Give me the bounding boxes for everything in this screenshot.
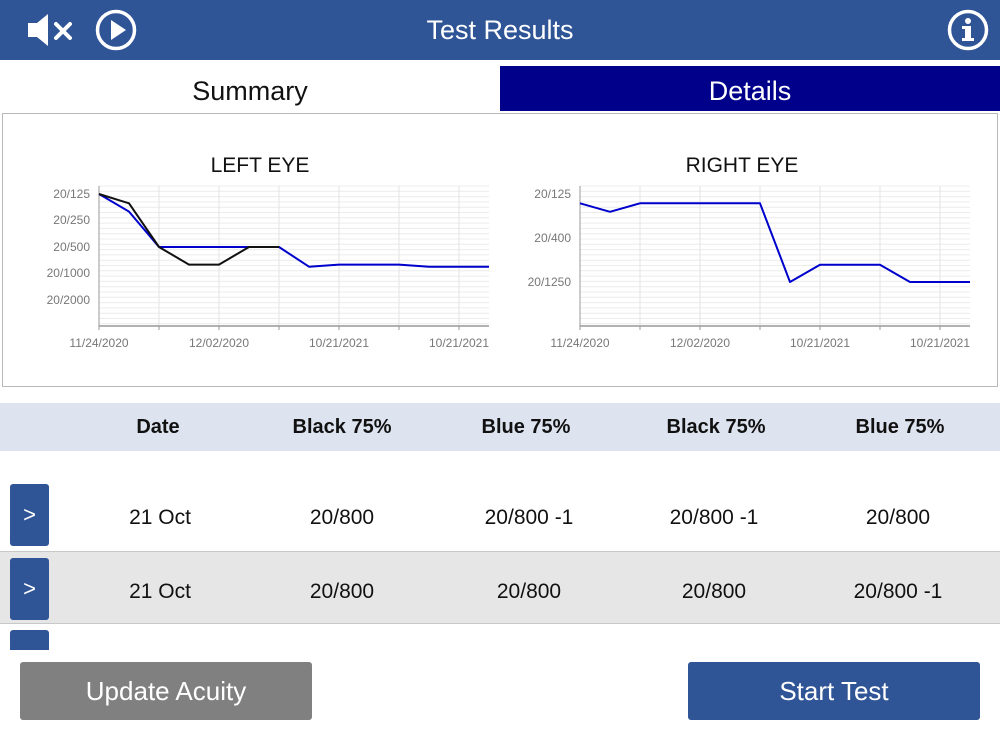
cell-black-75-right: 20/800 xyxy=(681,580,747,603)
cell-blue-75-left: 20/800 xyxy=(496,580,562,603)
column-header-black-75-right: Black 75% xyxy=(666,416,766,438)
cell-blue-75-right: 20/800 -1 xyxy=(853,580,943,603)
column-header-blue-75-right: Blue 75% xyxy=(855,416,945,438)
cell-blue-75-right: 20/800 xyxy=(865,506,931,529)
title-bar: Test Results xyxy=(0,0,1000,60)
speaker-muted-icon[interactable] xyxy=(24,8,72,52)
tab-summary[interactable]: Summary xyxy=(0,66,500,111)
right-eye-chart-title: RIGHT EYE xyxy=(686,154,799,177)
info-icon[interactable] xyxy=(946,8,990,52)
left-eye-chart: 20/125 20/250 20/500 20/1000 20/2000 11/24/20… xyxy=(47,185,489,350)
tab-bar: Summary Details xyxy=(0,66,1000,111)
charts-panel: LEFT EYE 20/125 20/250 20/500 20/1000 20/200… xyxy=(2,113,998,387)
table-row: > 21 Oct 20/800 20/800 20/800 20/800 -1 xyxy=(0,551,1000,624)
x-tick-label: 10/21/2021 xyxy=(429,336,489,350)
row-expand-button[interactable]: > xyxy=(10,558,49,620)
cell-black-75-right: 20/800 -1 xyxy=(669,506,759,529)
x-tick-label: 12/02/2020 xyxy=(670,336,730,350)
x-tick-label: 10/21/2021 xyxy=(309,336,369,350)
y-tick-label: 20/125 xyxy=(534,187,571,201)
series-line-2 xyxy=(98,193,279,266)
x-tick-label: 12/02/2020 xyxy=(189,336,249,350)
series-line-1 xyxy=(579,202,970,283)
y-tick-label: 20/2000 xyxy=(47,293,91,307)
x-tick-label: 10/21/2021 xyxy=(910,336,970,350)
column-header-blue-75-left: Blue 75% xyxy=(481,416,571,438)
y-tick-label: 20/1000 xyxy=(47,266,91,280)
results-table-header: Date Black 75% Blue 75% Black 75% Blue 7… xyxy=(0,403,1000,451)
x-tick-label: 11/24/2020 xyxy=(69,336,128,350)
cell-black-75-left: 20/800 xyxy=(309,506,375,529)
cell-date: 21 Oct xyxy=(129,580,191,603)
y-tick-label: 20/250 xyxy=(53,213,90,227)
column-header-date: Date xyxy=(136,416,180,438)
series-line-1 xyxy=(98,193,489,268)
y-tick-label: 20/400 xyxy=(534,231,571,245)
column-header-black-75-left: Black 75% xyxy=(292,416,392,438)
page-title: Test Results xyxy=(426,15,574,45)
y-tick-label: 20/125 xyxy=(53,187,90,201)
x-tick-label: 10/21/2021 xyxy=(790,336,850,350)
tab-details[interactable]: Details xyxy=(500,66,1000,111)
row-expand-button[interactable]: > xyxy=(10,484,49,546)
table-row: > 21 Oct 20/800 20/800 -1 20/800 -1 20/8… xyxy=(0,478,1000,551)
cell-date: 21 Oct xyxy=(129,506,191,529)
charts-canvas: LEFT EYE 20/125 20/250 20/500 20/1000 20/200… xyxy=(47,154,971,350)
play-icon[interactable] xyxy=(94,8,138,52)
left-eye-chart-title: LEFT EYE xyxy=(211,154,310,177)
start-test-button[interactable]: Start Test xyxy=(688,662,980,720)
x-tick-label: 11/24/2020 xyxy=(550,336,609,350)
row-expand-button-partial[interactable] xyxy=(10,630,49,650)
cell-blue-75-left: 20/800 -1 xyxy=(484,506,574,529)
right-eye-chart: 20/125 20/400 20/1250 11/24/2020 12/02/2020 1… xyxy=(528,185,970,350)
cell-black-75-left: 20/800 xyxy=(309,580,375,603)
update-acuity-button[interactable]: Update Acuity xyxy=(20,662,312,720)
y-tick-label: 20/1250 xyxy=(528,275,572,289)
y-tick-label: 20/500 xyxy=(53,240,90,254)
